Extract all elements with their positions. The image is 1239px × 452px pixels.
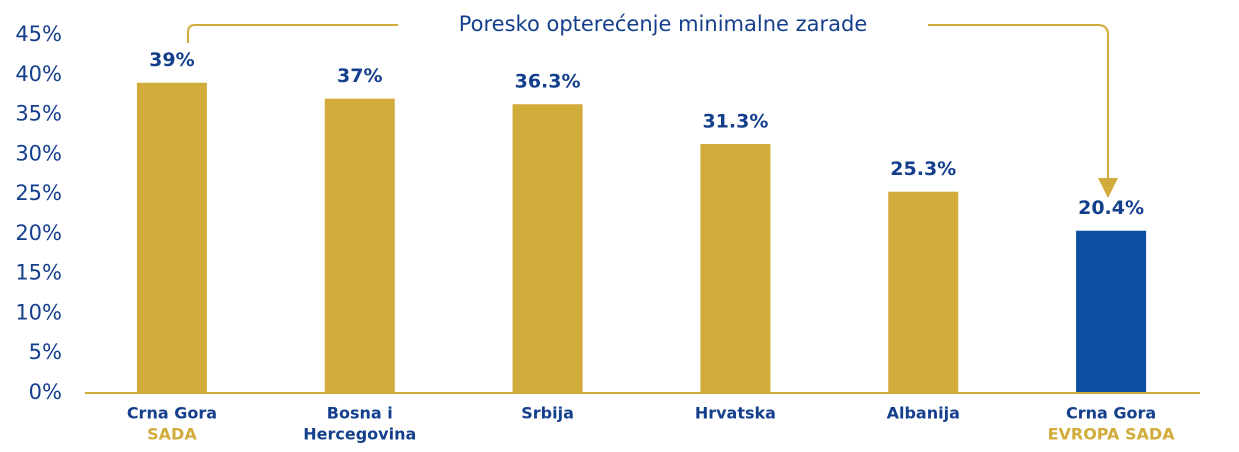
y-tick-label: 25% (15, 181, 62, 205)
bar (512, 104, 583, 394)
annotation: Poresko opterećenje minimalne zarade (459, 12, 868, 36)
y-tick-label: 10% (15, 300, 62, 324)
bar (888, 191, 959, 393)
x-tick-label: Hrvatska (695, 404, 776, 423)
value-label: 20.4% (1078, 197, 1144, 219)
bar (324, 98, 395, 394)
y-tick-label: 30% (15, 141, 62, 165)
bar (700, 143, 771, 393)
x-tick-label: Albanija (887, 404, 960, 423)
y-tick-label: 5% (29, 340, 62, 364)
value-label: 36.3% (515, 71, 581, 93)
value-label: 25.3% (890, 158, 956, 180)
x-tick-label: Crna Gora (1066, 404, 1156, 423)
x-tick-label: Hercegovina (303, 425, 416, 444)
value-label: 31.3% (702, 110, 768, 132)
x-tick-label: Crna Gora (127, 404, 217, 423)
x-tick-label: Srbija (521, 404, 574, 423)
bar (136, 82, 207, 393)
y-tick-label: 35% (15, 102, 62, 126)
y-tick-label: 40% (15, 62, 62, 86)
y-tick-label: 20% (15, 221, 62, 245)
bar (1076, 230, 1147, 393)
y-tick-label: 0% (29, 380, 62, 404)
annotation-bracket (187, 24, 1108, 188)
x-tick-label: Bosna i (327, 404, 393, 423)
y-tick-label: 15% (15, 261, 62, 285)
category-note: EVROPA SADA (1048, 425, 1176, 444)
value-label: 39% (149, 49, 194, 71)
category-note: SADA (147, 425, 197, 444)
value-label: 37% (337, 65, 382, 87)
y-tick-label: 45% (15, 22, 62, 46)
